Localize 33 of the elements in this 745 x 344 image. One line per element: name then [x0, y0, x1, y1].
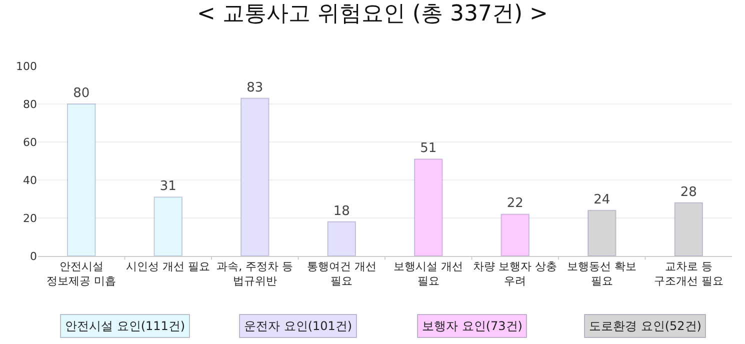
bar: [500, 214, 530, 256]
x-tick-label: 과속, 주정차 등 법규위반: [216, 260, 294, 288]
x-tick-label: 안전시설 정보제공 미흡: [46, 260, 116, 288]
bar: [327, 221, 356, 256]
bar: [66, 104, 96, 256]
y-tick-label: 100: [16, 60, 37, 73]
chart-title: < 교통사고 위험요인 (총 337건) >: [197, 2, 548, 27]
data-label: 83: [246, 80, 264, 96]
data-label: 51: [420, 141, 437, 156]
x-tick-label: 교차로 등 구조개선 필요: [654, 260, 724, 288]
x-tick-label: 보행동선 확보 필요: [567, 260, 637, 288]
y-tick-label: 60: [23, 136, 37, 149]
x-tick-label: 시인성 개선 필요: [126, 260, 210, 274]
text: 안전시설 요인(111건): [65, 319, 186, 333]
y-tick-label: 0: [30, 250, 37, 263]
data-label: 24: [594, 192, 610, 208]
x-tick-label: 통행여건 개선 필요: [306, 260, 376, 288]
text: 운전자 요인(101건): [244, 319, 352, 333]
bar: [414, 158, 443, 256]
y-tick-label: 40: [23, 174, 37, 187]
data-label: 31: [160, 179, 176, 194]
data-label: 18: [333, 204, 350, 219]
x-tick-label: 보행시설 개선 필요: [394, 260, 464, 288]
data-label: 80: [73, 86, 90, 101]
y-tick-label: 20: [23, 212, 37, 225]
text: 도로환경 요인(52건): [589, 319, 702, 333]
y-tick-label: 80: [23, 98, 37, 111]
data-label: 28: [680, 184, 697, 200]
text: 보행자 요인(73건): [422, 319, 522, 333]
data-label: 22: [506, 196, 524, 212]
x-tick-label: 차량 보행자 상충 우려: [473, 260, 558, 288]
bar: [154, 196, 183, 256]
bar: [240, 98, 270, 256]
